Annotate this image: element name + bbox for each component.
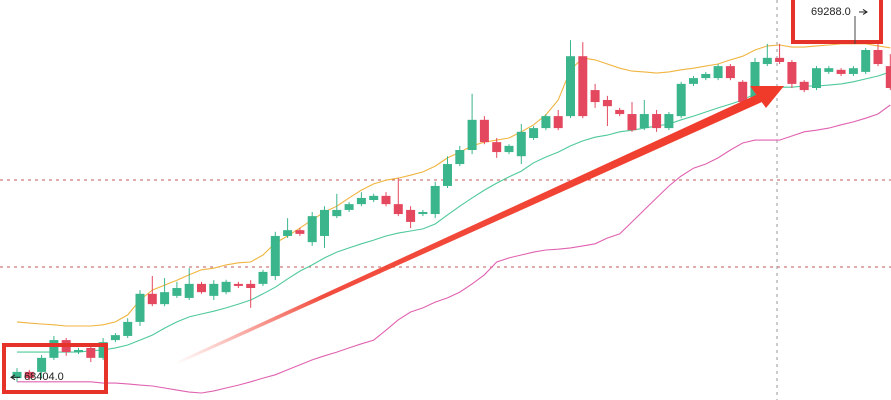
arrow-shaft [176, 94, 762, 364]
candle-body [553, 116, 563, 129]
candle-body [615, 109, 625, 115]
candle-body [713, 66, 723, 79]
candle-body [541, 116, 551, 129]
candle-body [492, 142, 502, 153]
candles [12, 40, 891, 382]
candle-body [799, 81, 809, 91]
candle-body [443, 164, 452, 186]
candle-body [369, 195, 379, 200]
candle-body [197, 283, 206, 293]
candle-body [516, 131, 526, 157]
candle-body [885, 66, 891, 89]
candle-body [270, 235, 280, 277]
candle-body [873, 50, 883, 65]
band-line [17, 104, 891, 394]
candle-body [836, 69, 846, 74]
candle-body [123, 321, 133, 336]
candle-body [406, 209, 416, 222]
candle-body [627, 114, 637, 131]
candle-body [762, 57, 772, 65]
candle-body [676, 83, 686, 117]
price-label: 69288.0 [811, 6, 851, 18]
candle-body [812, 68, 821, 89]
highlight-box [2, 343, 108, 394]
candle-body [479, 119, 489, 143]
candle-body [233, 283, 243, 286]
candle-body [578, 56, 588, 117]
highlight-box [791, 0, 883, 44]
candle-body [750, 61, 760, 98]
candle-body [258, 271, 268, 284]
marker-arrow-head [862, 9, 868, 15]
candle-body [295, 230, 305, 234]
candle-body [209, 283, 219, 296]
candle-body [418, 211, 428, 215]
candle-body [246, 283, 256, 289]
candle-body [787, 61, 797, 84]
candle-body [98, 342, 108, 358]
price-label: 68404.0 [24, 371, 64, 383]
candle-body [602, 100, 612, 107]
arrow-head [750, 86, 784, 108]
candle-body [689, 78, 698, 84]
trend-arrow [176, 86, 784, 364]
candle-body [664, 114, 674, 129]
candle-body [725, 66, 735, 79]
candle-body [529, 128, 539, 139]
candle-body [701, 73, 711, 79]
candle-body [147, 293, 157, 305]
candle-body [160, 292, 170, 305]
candle-body [356, 197, 366, 205]
candle-body [824, 68, 834, 72]
candle-body [37, 357, 47, 372]
candle-body [775, 57, 785, 62]
candle-body [49, 340, 59, 358]
candle-body [590, 90, 600, 103]
candle-body [504, 145, 514, 153]
candle-body [566, 56, 575, 117]
candle-body [467, 119, 477, 150]
candle-body [110, 335, 120, 341]
candle-body [652, 114, 662, 129]
candle-body [283, 230, 293, 236]
candle-body [455, 150, 465, 165]
candle-body [332, 209, 342, 217]
candle-body [344, 204, 354, 210]
candle-body [221, 281, 231, 293]
candle-body [24, 371, 34, 379]
price-markers: 68404.0 69288.0 [10, 6, 868, 383]
candle-body [86, 347, 96, 358]
candle-body [861, 50, 871, 72]
candle-body [639, 114, 649, 129]
band-line [16, 43, 891, 327]
band-line [17, 71, 891, 353]
candle-body [430, 185, 440, 215]
candle-body [74, 350, 83, 353]
candle-body [320, 209, 329, 236]
candle-body [393, 204, 403, 215]
candle-body [184, 283, 194, 298]
candle-body [848, 68, 858, 74]
candle-body [307, 216, 317, 243]
candle-body [135, 293, 145, 322]
marker-arrow-head [10, 374, 16, 381]
candle-body [381, 195, 391, 205]
candle-body [172, 288, 182, 296]
candle-body [738, 81, 748, 103]
candle-body [12, 371, 22, 379]
